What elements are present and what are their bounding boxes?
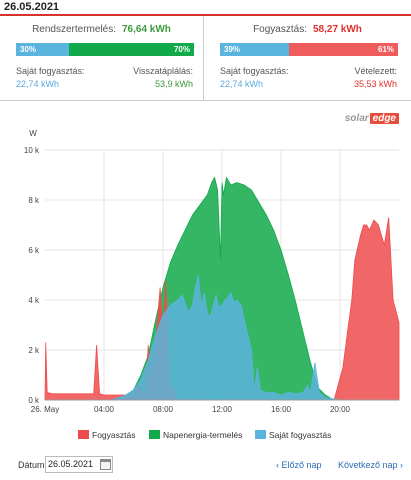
consumption-self-segment: 39%	[220, 43, 290, 56]
consumption-panel: Fogyasztás: 58,27 kWh 39% 61% Saját fogya…	[204, 16, 411, 100]
consumption-self-pct: 39%	[224, 45, 241, 54]
production-export-value: 53,9 kWh	[154, 79, 193, 89]
prev-day-label: Előző nap	[281, 460, 322, 470]
next-day-link[interactable]: Következő nap ›	[338, 460, 404, 470]
production-title: Rendszertermelés: 76,64 kWh	[0, 24, 203, 35]
production-self-pct: 30%	[20, 45, 37, 54]
logo-edge: edge	[369, 113, 399, 124]
x-tick-label: 16:00	[271, 405, 292, 414]
power-chart: solar edge 0 k 2 k 4 k 6 k 8 k 10 k 26. May 04:0…	[0, 101, 411, 446]
consumption-title-label: Fogyasztás:	[253, 24, 307, 35]
energy-summary: Rendszertermelés: 76,64 kWh 30% 70% Saját…	[0, 16, 411, 101]
next-day-label: Következő nap	[338, 460, 398, 470]
top-bar: 26.05.2021	[0, 0, 411, 14]
consumption-total: 58,27 kWh	[313, 24, 362, 35]
date-input-value: 26.05.2021	[48, 459, 94, 469]
production-self-label: Saját fogyasztás:	[16, 66, 85, 76]
legend-label: Napenergia-termelés	[163, 430, 242, 440]
y-tick-label: 10 k	[24, 146, 40, 155]
production-panel: Rendszertermelés: 76,64 kWh 30% 70% Saját…	[0, 16, 204, 100]
production-export-segment: 70%	[69, 43, 194, 56]
y-axis-label: W	[29, 129, 37, 138]
solaredge-logo: solar edge	[345, 113, 399, 124]
x-tick-label: 04:00	[94, 405, 115, 414]
prev-day-link[interactable]: ‹ Előző nap	[276, 460, 322, 470]
date-label: Dátum:	[18, 460, 48, 470]
y-tick-label: 0 k	[28, 396, 40, 405]
production-export-label: Visszatáplálás:	[133, 66, 193, 76]
production-split-bar: 30% 70%	[16, 43, 194, 56]
legend-swatch	[78, 430, 89, 439]
consumption-import-segment: 61%	[289, 43, 398, 56]
consumption-import-pct: 61%	[377, 45, 394, 54]
production-self-value: 22,74 kWh	[16, 79, 60, 89]
calendar-icon[interactable]	[100, 459, 111, 470]
logo-text: solar	[344, 113, 369, 124]
chart-svg: 0 k 2 k 4 k 6 k 8 k 10 k 26. May 04:00 08:00 12:0…	[24, 129, 400, 440]
y-tick-label: 2 k	[28, 346, 40, 355]
series-area-production	[45, 176, 399, 401]
date-navigation: Dátum: 26.05.2021 ‹ Előző nap Következő …	[0, 452, 411, 480]
header-date: 26.05.2021	[4, 1, 60, 13]
consumption-title: Fogyasztás: 58,27 kWh	[204, 24, 411, 35]
legend-label: Saját fogyasztás	[269, 430, 331, 440]
y-tick-label: 4 k	[28, 296, 40, 305]
consumption-self-value: 22,74 kWh	[220, 79, 264, 89]
legend-swatch	[255, 430, 266, 439]
production-self-segment: 30%	[16, 43, 70, 56]
consumption-import-label: Vételezett:	[354, 66, 397, 76]
production-total: 76,64 kWh	[122, 24, 171, 35]
x-tick-label: 08:00	[153, 405, 174, 414]
series-area-self-consumption	[45, 274, 399, 401]
series-area-consumption	[44, 217, 400, 401]
x-tick-label: 20:00	[330, 405, 351, 414]
y-tick-label: 8 k	[28, 196, 40, 205]
consumption-import-value: 35,53 kWh	[353, 79, 397, 89]
x-tick-label: 26. May	[31, 405, 59, 414]
x-tick-label: 12:00	[212, 405, 233, 414]
production-export-pct: 70%	[173, 45, 190, 54]
date-input[interactable]: 26.05.2021	[45, 456, 113, 473]
legend-label: Fogyasztás	[92, 430, 135, 440]
consumption-self-label: Saját fogyasztás:	[220, 66, 289, 76]
legend-swatch	[149, 430, 160, 439]
y-tick-label: 6 k	[28, 246, 40, 255]
header-divider	[0, 14, 411, 16]
production-title-label: Rendszertermelés:	[32, 24, 116, 35]
consumption-split-bar: 39% 61%	[220, 43, 398, 56]
